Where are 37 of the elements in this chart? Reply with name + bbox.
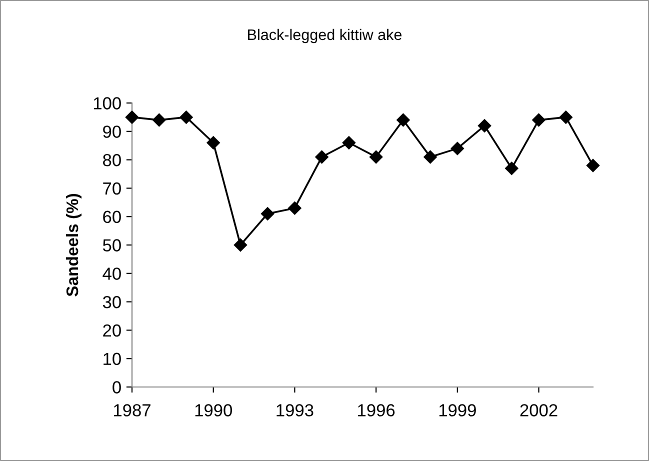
- point: [586, 158, 600, 172]
- x-tick-label: 1996: [358, 404, 395, 416]
- y-tick-label: 90: [103, 126, 121, 138]
- x-tick-label: 1993: [276, 404, 314, 416]
- point: [234, 238, 248, 252]
- point: [342, 136, 356, 150]
- y-tick-label: 10: [104, 352, 121, 366]
- point: [504, 161, 519, 176]
- y-axis-title: Sandeels (%): [66, 194, 82, 296]
- point: [206, 136, 220, 150]
- point: [478, 118, 492, 133]
- x-tick-label: 1990: [195, 404, 232, 416]
- y-tick-label: 60: [103, 210, 121, 224]
- point: [152, 113, 166, 127]
- x-tick-label: 1987: [114, 404, 150, 416]
- point: [423, 150, 438, 164]
- point: [369, 150, 383, 164]
- x-tick-label: 1999: [439, 404, 476, 416]
- point: [314, 150, 329, 164]
- y-tick-label: 70: [103, 182, 121, 195]
- point: [288, 201, 302, 215]
- point: [396, 113, 410, 127]
- point: [125, 110, 139, 124]
- y-tick-label: 0: [112, 381, 121, 394]
- x-tick-label: 2002: [520, 404, 558, 416]
- point: [532, 113, 546, 127]
- point: [450, 142, 464, 156]
- y-tick-label: 20: [103, 324, 121, 337]
- point: [559, 110, 573, 124]
- y-tick-label: 30: [102, 296, 121, 308]
- y-tick-label: 50: [102, 239, 121, 252]
- point: [260, 206, 274, 221]
- point: [179, 110, 194, 124]
- y-tick-label: 80: [103, 154, 121, 166]
- y-tick-label: 100: [94, 97, 121, 110]
- y-tick-label: 40: [102, 268, 121, 280]
- chart-title: Black-legged kittiw ake: [248, 28, 402, 44]
